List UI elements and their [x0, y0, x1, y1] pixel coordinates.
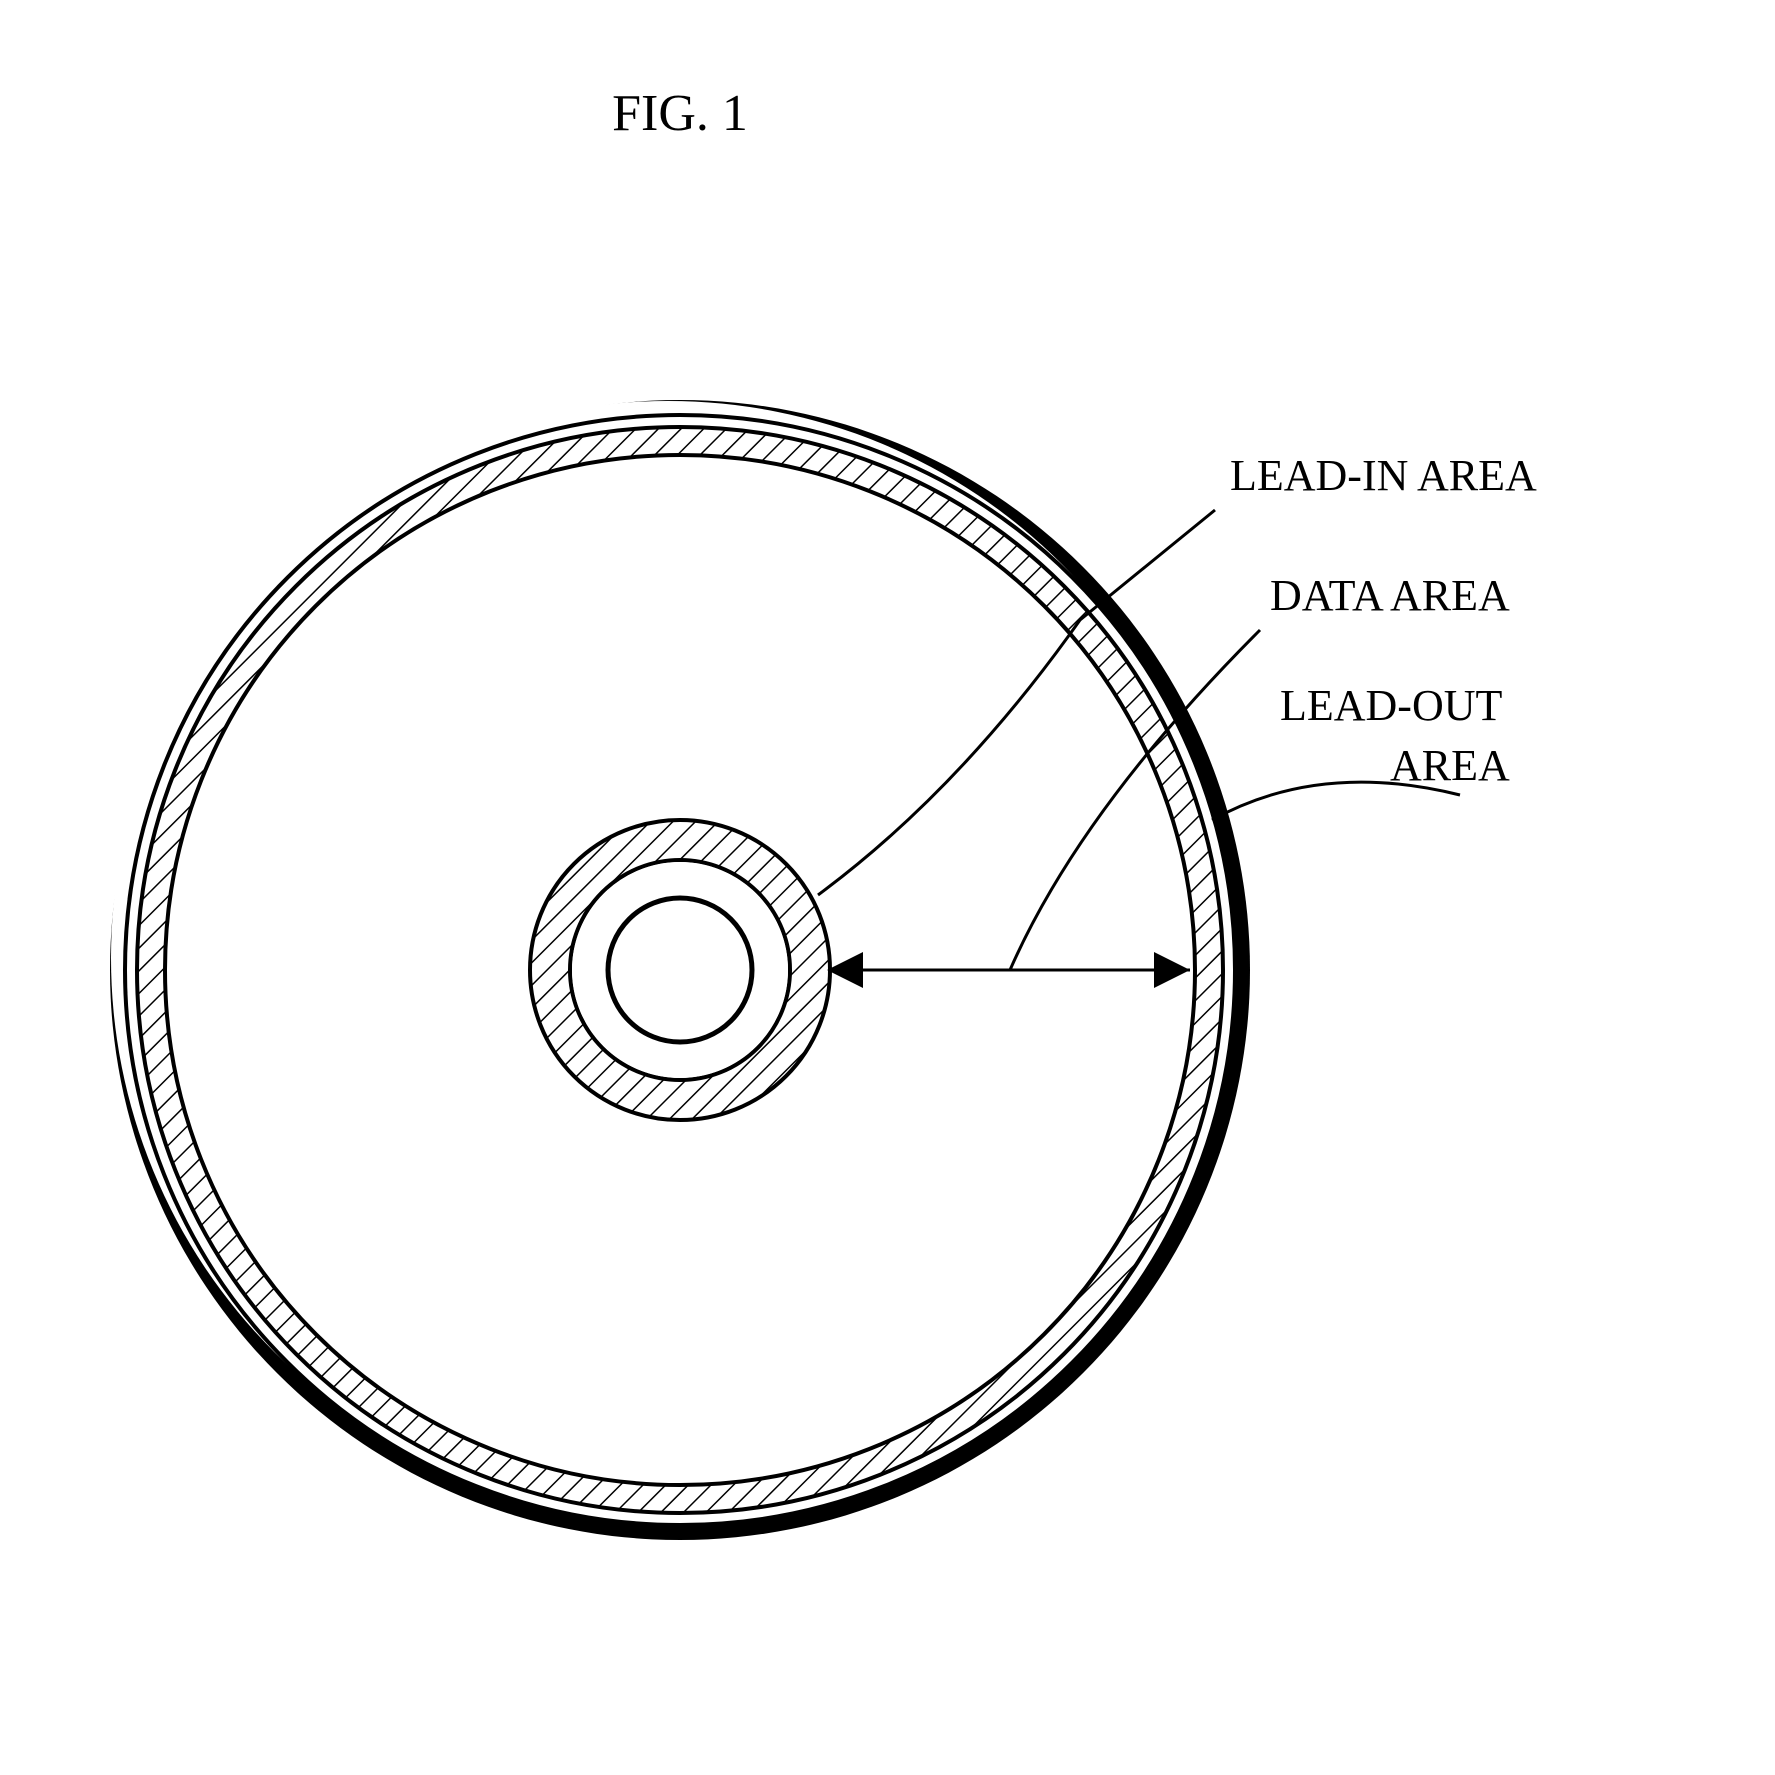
figure-title: FIG. 1	[612, 85, 748, 142]
label-lead-out-line2: AREA	[1390, 741, 1510, 790]
label-lead-in: LEAD-IN AREA	[1230, 451, 1537, 500]
label-data: DATA AREA	[1270, 571, 1510, 620]
center-hole-outline	[608, 898, 752, 1042]
lead-in-ring	[0, 0, 1775, 1775]
label-lead-out-line1: LEAD-OUT	[1280, 681, 1503, 730]
